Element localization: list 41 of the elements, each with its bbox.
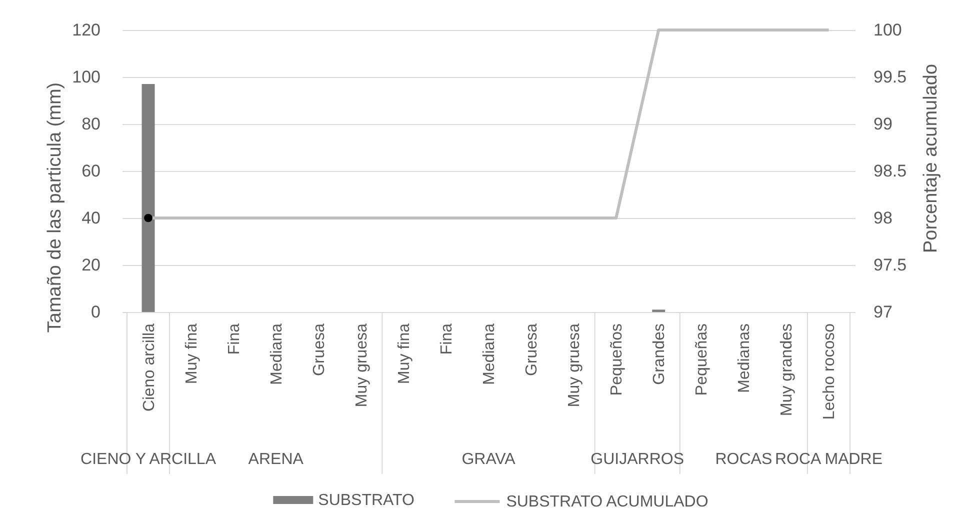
x-tick-label: Gruesa [524, 323, 541, 376]
y-tick-label: 0 [91, 302, 100, 322]
x-tick-label: Fina [438, 323, 456, 355]
text: ARENA [248, 451, 304, 468]
x-tick-label: Muy gruesa [353, 323, 370, 408]
x-tick-label: Lecho rocoso [821, 323, 838, 420]
y2-tick-label: 97.5 [874, 256, 907, 274]
x-tick-label: Gruesa [310, 323, 328, 376]
x-tick-label: Mediana [481, 323, 498, 385]
x-tick-label: Muy grandes [778, 324, 796, 416]
y-tick-label: 20 [82, 256, 100, 274]
text: GUIJARROS [590, 451, 684, 468]
legend-label: SUBSTRATO [318, 492, 414, 509]
x-tick-label: Muy fina [396, 323, 413, 384]
y2-tick-label: 99.5 [874, 68, 907, 86]
x-tick-label: Muy gruesa [566, 323, 584, 408]
x-tick-label: Medianas [736, 324, 754, 393]
y-tick-label: 100 [72, 68, 100, 86]
y2-tick-label: 98.5 [874, 162, 907, 180]
y2-axis-title: Porcentaje acumulado [920, 64, 942, 254]
x-tick-label: Pequeñas [694, 324, 711, 396]
x-tick-label: Pequeños [608, 324, 626, 396]
y-tick-label: 40 [82, 208, 100, 228]
y2-tick-label: 97 [874, 302, 892, 322]
y2-tick-label: 100 [874, 20, 902, 40]
text: ROCA MADRE [774, 451, 883, 468]
x-tick-label: Muy fina [183, 323, 200, 384]
text: CIENO Y ARCILLA [80, 451, 216, 468]
y-tick-label: 60 [82, 162, 100, 180]
y-axis-title: Tamaño de las particula (mm) [44, 82, 66, 333]
x-tick-label: Grandes [651, 324, 668, 385]
y-tick-label: 120 [72, 20, 100, 40]
x-tick-label: Fina [226, 323, 243, 355]
text: ROCAS [715, 451, 772, 468]
x-tick-label: Cieno arcilla [140, 323, 158, 412]
x-tick-label: Mediana [268, 323, 286, 385]
y-tick-label: 80 [82, 114, 100, 134]
y2-tick-label: 99 [874, 114, 892, 134]
text: GRAVA [462, 451, 516, 468]
y2-tick-label: 98 [874, 208, 892, 228]
legend-label: SUBSTRATO ACUMULADO [506, 494, 708, 510]
